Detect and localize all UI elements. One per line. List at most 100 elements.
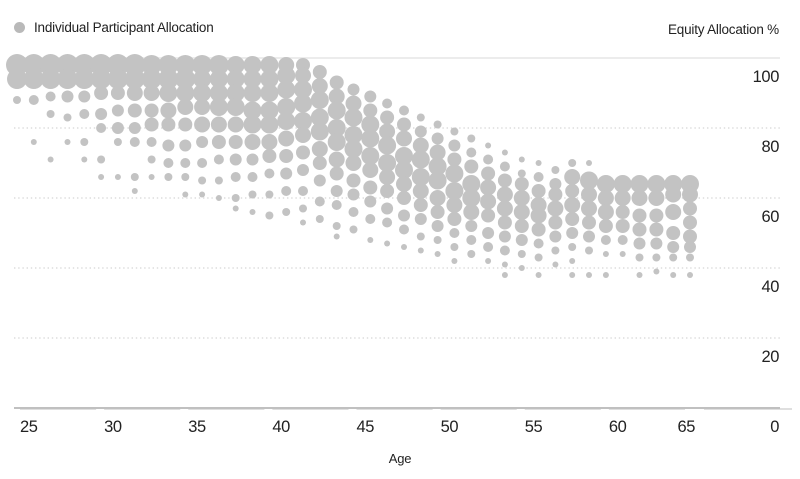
bubble (565, 212, 580, 226)
y-tick-label: 0 (770, 418, 779, 436)
bubble (45, 91, 56, 102)
bubble (398, 209, 410, 222)
bubble (176, 84, 195, 102)
bubble (431, 132, 444, 145)
bubble (310, 108, 329, 127)
bubble (61, 90, 74, 103)
bubble (514, 219, 529, 233)
bubble (549, 230, 562, 243)
bubble (111, 122, 124, 134)
x-axis-title: Age (388, 451, 412, 466)
bubble (531, 184, 546, 198)
bubble (192, 55, 213, 75)
bubble (496, 200, 513, 217)
y-tick-label: 20 (761, 348, 779, 366)
bubble (682, 186, 698, 203)
bubble (399, 105, 409, 116)
bubble (175, 69, 196, 89)
bubble (73, 54, 96, 76)
bubble (264, 168, 275, 179)
bubble (281, 186, 292, 196)
bubble (497, 173, 512, 188)
bubble (417, 247, 424, 254)
bubble (295, 127, 311, 143)
bubble (428, 171, 447, 190)
bubble (434, 251, 441, 257)
bubble (214, 176, 223, 185)
bubble (600, 235, 611, 245)
bubble (382, 217, 393, 228)
bubble (566, 227, 579, 239)
bubble (396, 130, 412, 147)
bubble (633, 237, 646, 250)
bubble (429, 144, 446, 161)
bubble (581, 200, 597, 217)
bubble (413, 198, 428, 212)
bubble (666, 226, 681, 240)
bubble (647, 175, 666, 193)
bubble (107, 69, 128, 89)
bubble (446, 197, 463, 213)
x-tick-label: 25 (20, 418, 38, 436)
bubble (226, 98, 245, 116)
bubble (428, 157, 447, 176)
bubble (517, 169, 526, 178)
bubble (498, 230, 511, 243)
bubble (158, 55, 179, 75)
bubble (450, 243, 459, 251)
bubble (363, 180, 378, 195)
bubble (465, 220, 478, 232)
bubble (63, 113, 72, 122)
bubble (499, 161, 510, 172)
bubble (396, 176, 412, 192)
bubble (447, 212, 462, 226)
bubble (549, 178, 562, 190)
bubble (47, 156, 54, 163)
bubble (365, 214, 376, 224)
bubble (106, 54, 129, 76)
bubble (433, 120, 442, 129)
bubble (635, 253, 644, 262)
x-tick-label: 50 (441, 418, 459, 436)
bubble (367, 237, 374, 243)
bubble (630, 175, 649, 193)
bubble (6, 54, 28, 76)
bubble (113, 138, 122, 146)
bubble (344, 140, 363, 158)
bubble (344, 108, 363, 127)
bubble (294, 94, 312, 113)
bubble (126, 85, 143, 101)
bubble (178, 117, 193, 132)
bubble (198, 176, 207, 185)
bubble (332, 222, 341, 230)
bubble (513, 190, 530, 206)
bubble (345, 95, 362, 112)
bubble (215, 195, 222, 201)
bubble (533, 238, 544, 249)
bubble (632, 208, 647, 223)
bubble (330, 185, 343, 197)
bubble (467, 250, 476, 258)
bubble (464, 159, 479, 174)
bubble (347, 188, 360, 201)
bubble (650, 237, 663, 250)
bubble (362, 162, 379, 178)
bubble (431, 220, 444, 232)
bubble (163, 158, 174, 168)
bubble (463, 204, 480, 220)
bubble (345, 155, 362, 171)
bubble (110, 86, 125, 100)
bubble (141, 55, 162, 75)
bubble (209, 98, 228, 116)
bubble (580, 171, 598, 190)
bubble (445, 182, 464, 200)
bubble (164, 173, 173, 181)
y-tick-label: 80 (761, 138, 779, 156)
bubble (282, 208, 291, 216)
bubble (299, 204, 307, 213)
bubble (22, 54, 45, 76)
bubble (327, 133, 346, 151)
bubble (429, 190, 446, 206)
bubble (80, 138, 89, 146)
bubble (636, 272, 643, 278)
